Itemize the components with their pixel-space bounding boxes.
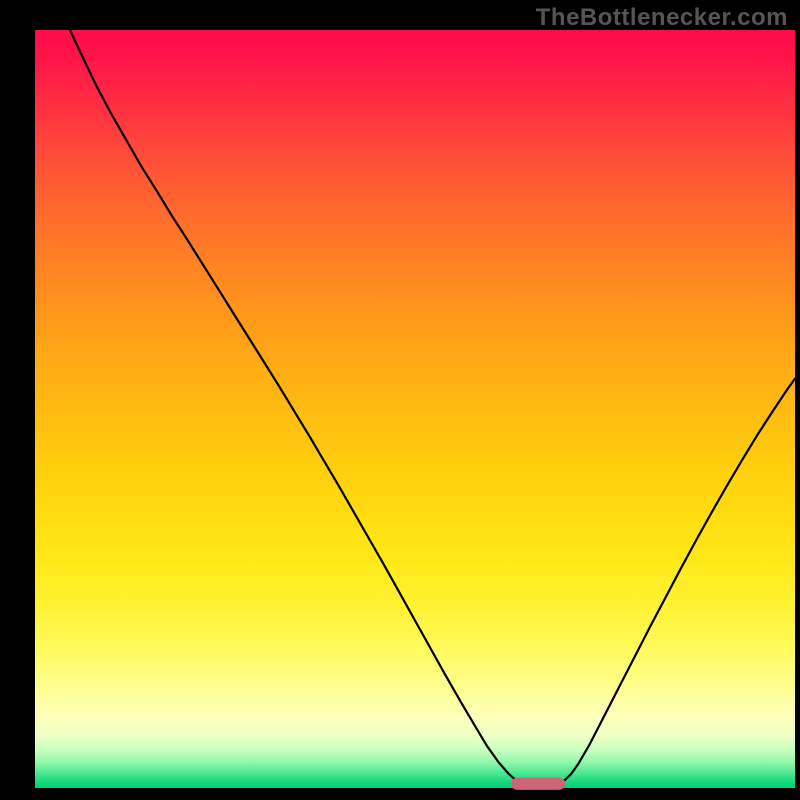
- optimum-marker: [511, 778, 566, 790]
- bottleneck-chart: [0, 0, 800, 800]
- chart-frame: TheBottlenecker.com: [0, 0, 800, 800]
- chart-panel: [35, 30, 795, 788]
- watermark-label: TheBottlenecker.com: [536, 4, 788, 32]
